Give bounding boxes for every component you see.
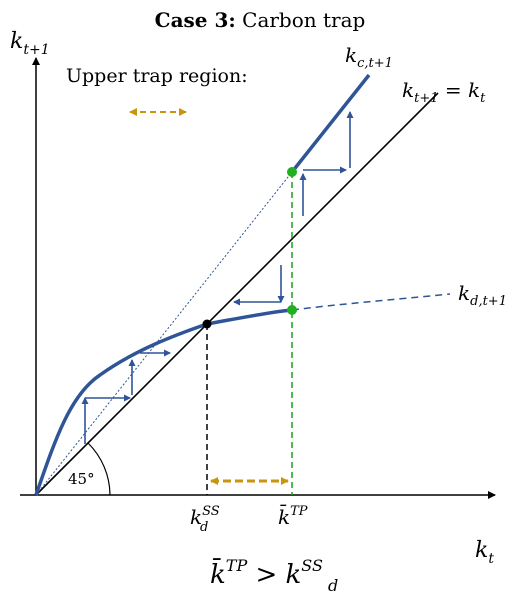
condition-op: > [247, 560, 285, 590]
d-curve-label-sub: d,t+1 [470, 294, 507, 309]
diagonal-lhs-sub: t+1 [414, 91, 438, 106]
diagonal-rhs-base: k [468, 78, 480, 102]
lower-threshold-point [287, 305, 297, 315]
diagonal-label: kt+1 = kt [402, 78, 486, 106]
d-curve-label: kd,t+1 [458, 281, 507, 309]
legend-text: Upper trap region: [66, 65, 248, 87]
d-curve-label-base: k [458, 281, 470, 305]
y-axis-label: kt+1 [10, 29, 50, 58]
condition-right-sub: d [328, 576, 338, 595]
title-rest: Carbon trap [236, 8, 366, 32]
diagonal-rhs-sub: t [480, 91, 486, 106]
condition-right-sup: SS [301, 556, 323, 575]
kss-sub: d [200, 520, 208, 535]
d-curve-dashed [291, 293, 451, 311]
x-axis-label: kt [475, 538, 494, 567]
diagram-title: Case 3: Carbon trap [155, 8, 366, 32]
angle-label: 45° [68, 470, 95, 488]
dynamics-arrows [81, 111, 354, 444]
c-curve-label-sub: c,t+1 [357, 56, 393, 71]
steady-state-point [202, 319, 212, 329]
c-curve-label-base: k [345, 43, 357, 67]
condition-label: k̄TP > kSS d [210, 556, 338, 595]
x-axis-label-base: k [475, 538, 488, 563]
kss-sup: SS [202, 504, 220, 519]
upper-threshold-point [287, 167, 297, 177]
ktp-sup: TP [290, 504, 308, 519]
x-axis-label-sub: t [488, 551, 494, 567]
condition-left-sup: TP [226, 556, 248, 575]
diagonal-line [35, 92, 439, 496]
kss-tick-label: kSS d [190, 504, 220, 535]
diagonal-lhs-base: k [402, 78, 414, 102]
c-curve [290, 73, 371, 174]
d-curve [34, 308, 293, 496]
angle-arc [87, 442, 111, 496]
kss-base: k [190, 505, 202, 529]
diagonal-eq: = [439, 78, 468, 102]
ktp-base: k̄ [278, 504, 290, 529]
condition-right-base: k [286, 560, 302, 590]
y-axis-label-base: k [10, 29, 23, 54]
ktp-tick-label: k̄TP [278, 504, 308, 529]
y-axis-label-sub: t+1 [23, 42, 49, 58]
c-curve-label: kc,t+1 [345, 43, 393, 71]
title-bold: Case 3: [155, 8, 236, 32]
c-curve-projection [35, 171, 293, 496]
condition-left-base: k̄ [210, 557, 226, 590]
